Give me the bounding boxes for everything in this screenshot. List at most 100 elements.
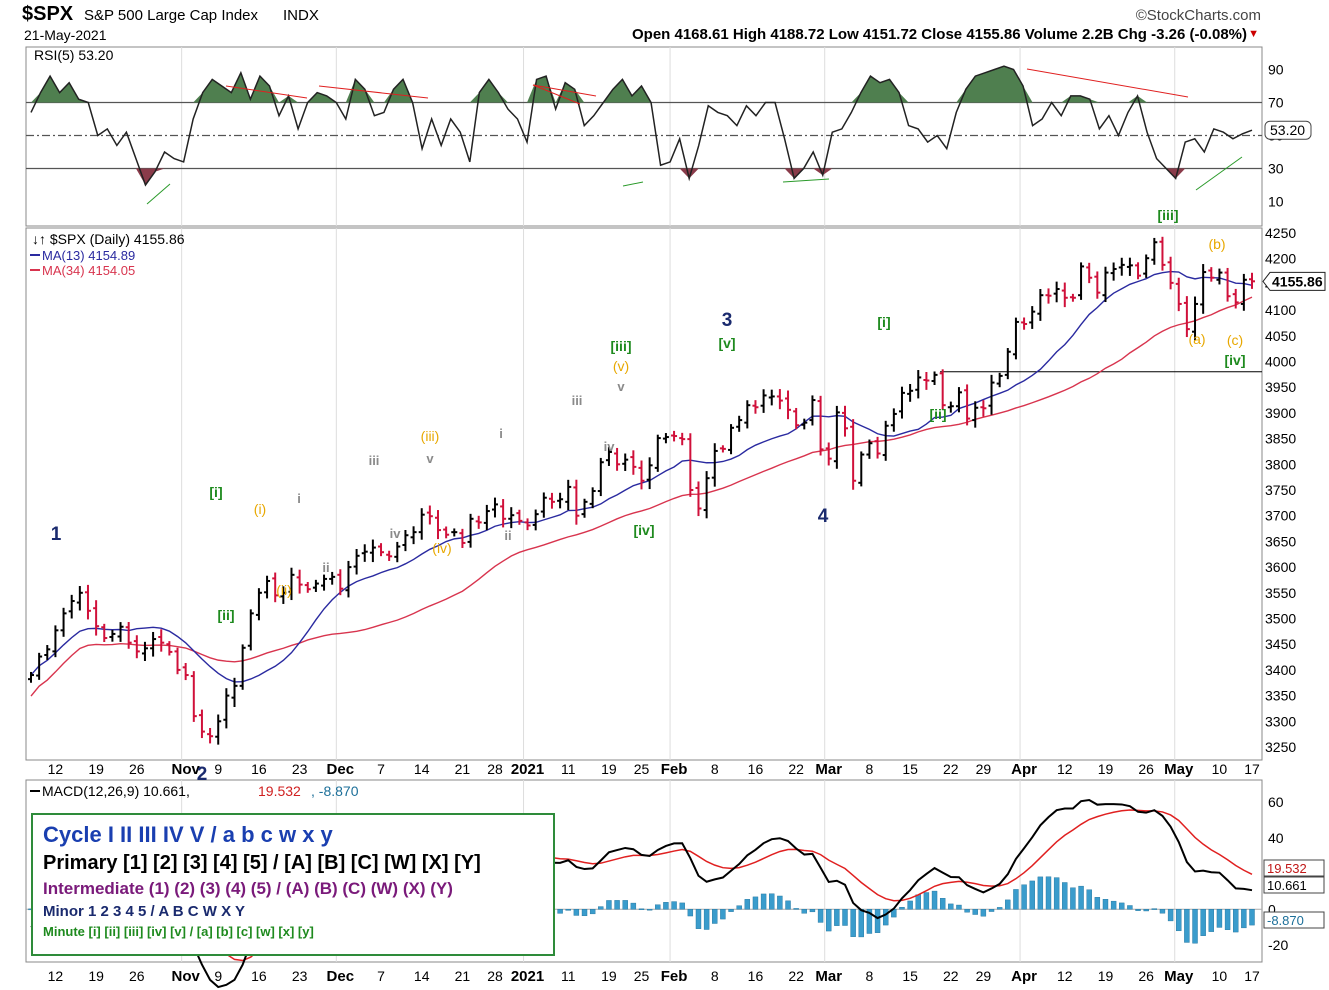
ohlc-bar (679, 432, 686, 446)
legend-cycle: Cycle I II III IV V / a b c w x y (43, 822, 333, 847)
ohlc-bar (117, 622, 124, 642)
ohlc-bar (329, 571, 336, 585)
macd-histogram-bar (931, 890, 938, 910)
macd-histogram-bar (557, 909, 563, 914)
macd-histogram-bar (923, 892, 930, 910)
ohlc-bar (540, 492, 547, 518)
wave-label-sub: i (499, 426, 503, 441)
x-tick-label: Apr (1011, 761, 1037, 778)
ohlc-bar (1037, 289, 1044, 321)
ohlc-bar (825, 442, 832, 466)
macd-histogram-bar (598, 906, 604, 910)
x-tick-label: Mar (815, 761, 842, 778)
wave-label-sub: iii (369, 453, 380, 468)
ohlc-bar (1200, 264, 1207, 314)
macd-value-label: 19.532 (1267, 861, 1307, 876)
ohlc-bar (1159, 236, 1166, 271)
x-tick-label: 22 (788, 761, 804, 777)
wave-label-sub: v (426, 451, 434, 466)
ohlc-bar (524, 518, 531, 531)
wave-label-minuette: (v) (613, 358, 629, 374)
x-tick-label: 14 (414, 761, 430, 777)
ohlc-bar (133, 635, 140, 659)
x-tick-label: 26 (129, 761, 145, 777)
macd-histogram-bar (630, 902, 637, 910)
ohlc-bar (304, 582, 311, 593)
wave-label-sub: i (297, 491, 301, 506)
x-tick-label: 16 (748, 761, 764, 777)
x-tick-label-bottom: 19 (88, 968, 104, 984)
ohlc-bar (410, 526, 417, 545)
x-tick-label: 10 (1212, 761, 1228, 777)
x-tick-label: 23 (292, 761, 308, 777)
macd-histogram-bar (948, 903, 954, 910)
macd-histogram-bar (1233, 909, 1239, 933)
rsi-axis-label: 70 (1268, 95, 1284, 111)
x-tick-label-bottom: 21 (455, 968, 471, 984)
macd-value-tag (1263, 859, 1325, 877)
ohlc-bar (915, 370, 922, 399)
ohlc-bar (605, 447, 612, 466)
price-title: ↓↑ $SPX (Daily) 4155.86 (32, 231, 185, 247)
wave-label-minuette: (b) (1208, 236, 1225, 252)
ohlc-bar (736, 415, 743, 432)
ohlc-bar (988, 374, 995, 415)
ohlc-bar (182, 663, 189, 681)
x-tick-label-bottom: 22 (943, 968, 959, 984)
macd-title-hist: , -8.870 (311, 783, 359, 799)
ohlc-bar (418, 508, 425, 540)
x-tick-label: 16 (251, 761, 267, 777)
rsi-overbought-fill (956, 66, 1033, 103)
ohlc-bar (907, 384, 914, 402)
ohlc-bar (662, 433, 669, 444)
ohlc-bar (264, 575, 271, 599)
ohlc-bar (247, 609, 254, 651)
ohlc-bar (980, 400, 987, 417)
x-tick-label-bottom: 16 (251, 968, 267, 984)
x-tick-label: 17 (1244, 761, 1260, 777)
rsi-overbought-fill (307, 92, 337, 103)
x-tick-label-bottom: 28 (487, 968, 503, 984)
macd-histogram-bar (1110, 900, 1117, 910)
macd-histogram-bar (939, 898, 946, 910)
macd-histogram-bar (720, 909, 726, 920)
macd-histogram-bar (581, 909, 588, 917)
exchange-label: INDX (283, 7, 319, 24)
macd-histogram-bar (679, 902, 685, 910)
x-tick-label-bottom: Nov (171, 968, 200, 985)
price-axis-label: 3250 (1265, 739, 1296, 755)
x-tick-label-bottom: 17 (1244, 968, 1260, 984)
macd-histogram-bar (606, 900, 612, 910)
x-tick-label: 22 (943, 761, 959, 777)
macd-histogram-bar (1045, 876, 1052, 910)
ohlc-bar (198, 709, 205, 739)
ohlc-bar (28, 671, 34, 683)
ma34-legend-label: MA(34) 4154.05 (42, 263, 135, 278)
x-tick-label-bottom: 12 (48, 968, 64, 984)
macd-histogram-bar (801, 909, 807, 914)
macd-histogram-bar (1013, 889, 1019, 910)
macd-histogram-bar (793, 908, 799, 910)
ohlc-bar (475, 515, 482, 529)
ohlc-bar (125, 621, 132, 649)
x-tick-label-bottom: Mar (815, 968, 842, 985)
ohlc-bar (231, 677, 238, 708)
macd-histogram-bar (1224, 909, 1231, 930)
ohlc-bar (255, 588, 262, 621)
ohlc-bar (638, 460, 645, 490)
wave-label-minute: [i] (209, 484, 222, 500)
ohlc-bar (622, 453, 629, 471)
x-tick-label: 15 (902, 761, 918, 777)
x-tick-label-bottom: 19 (601, 968, 617, 984)
macd-histogram-bar (1249, 909, 1255, 926)
macd-histogram-bar (1102, 899, 1109, 910)
ohlc-readout: Open 4168.61 High 4188.72 Low 4151.72 Cl… (631, 26, 1247, 43)
x-tick-label: 19 (1098, 761, 1114, 777)
price-axis-label: 3350 (1265, 688, 1296, 704)
macd-histogram-bar (1176, 909, 1182, 932)
x-tick-label: 19 (601, 761, 617, 777)
macd-axis-label: 0 (1268, 901, 1276, 917)
x-tick-label-bottom: 8 (711, 968, 719, 984)
macd-histogram-bar (1127, 905, 1133, 910)
ohlc-bar (150, 631, 157, 657)
